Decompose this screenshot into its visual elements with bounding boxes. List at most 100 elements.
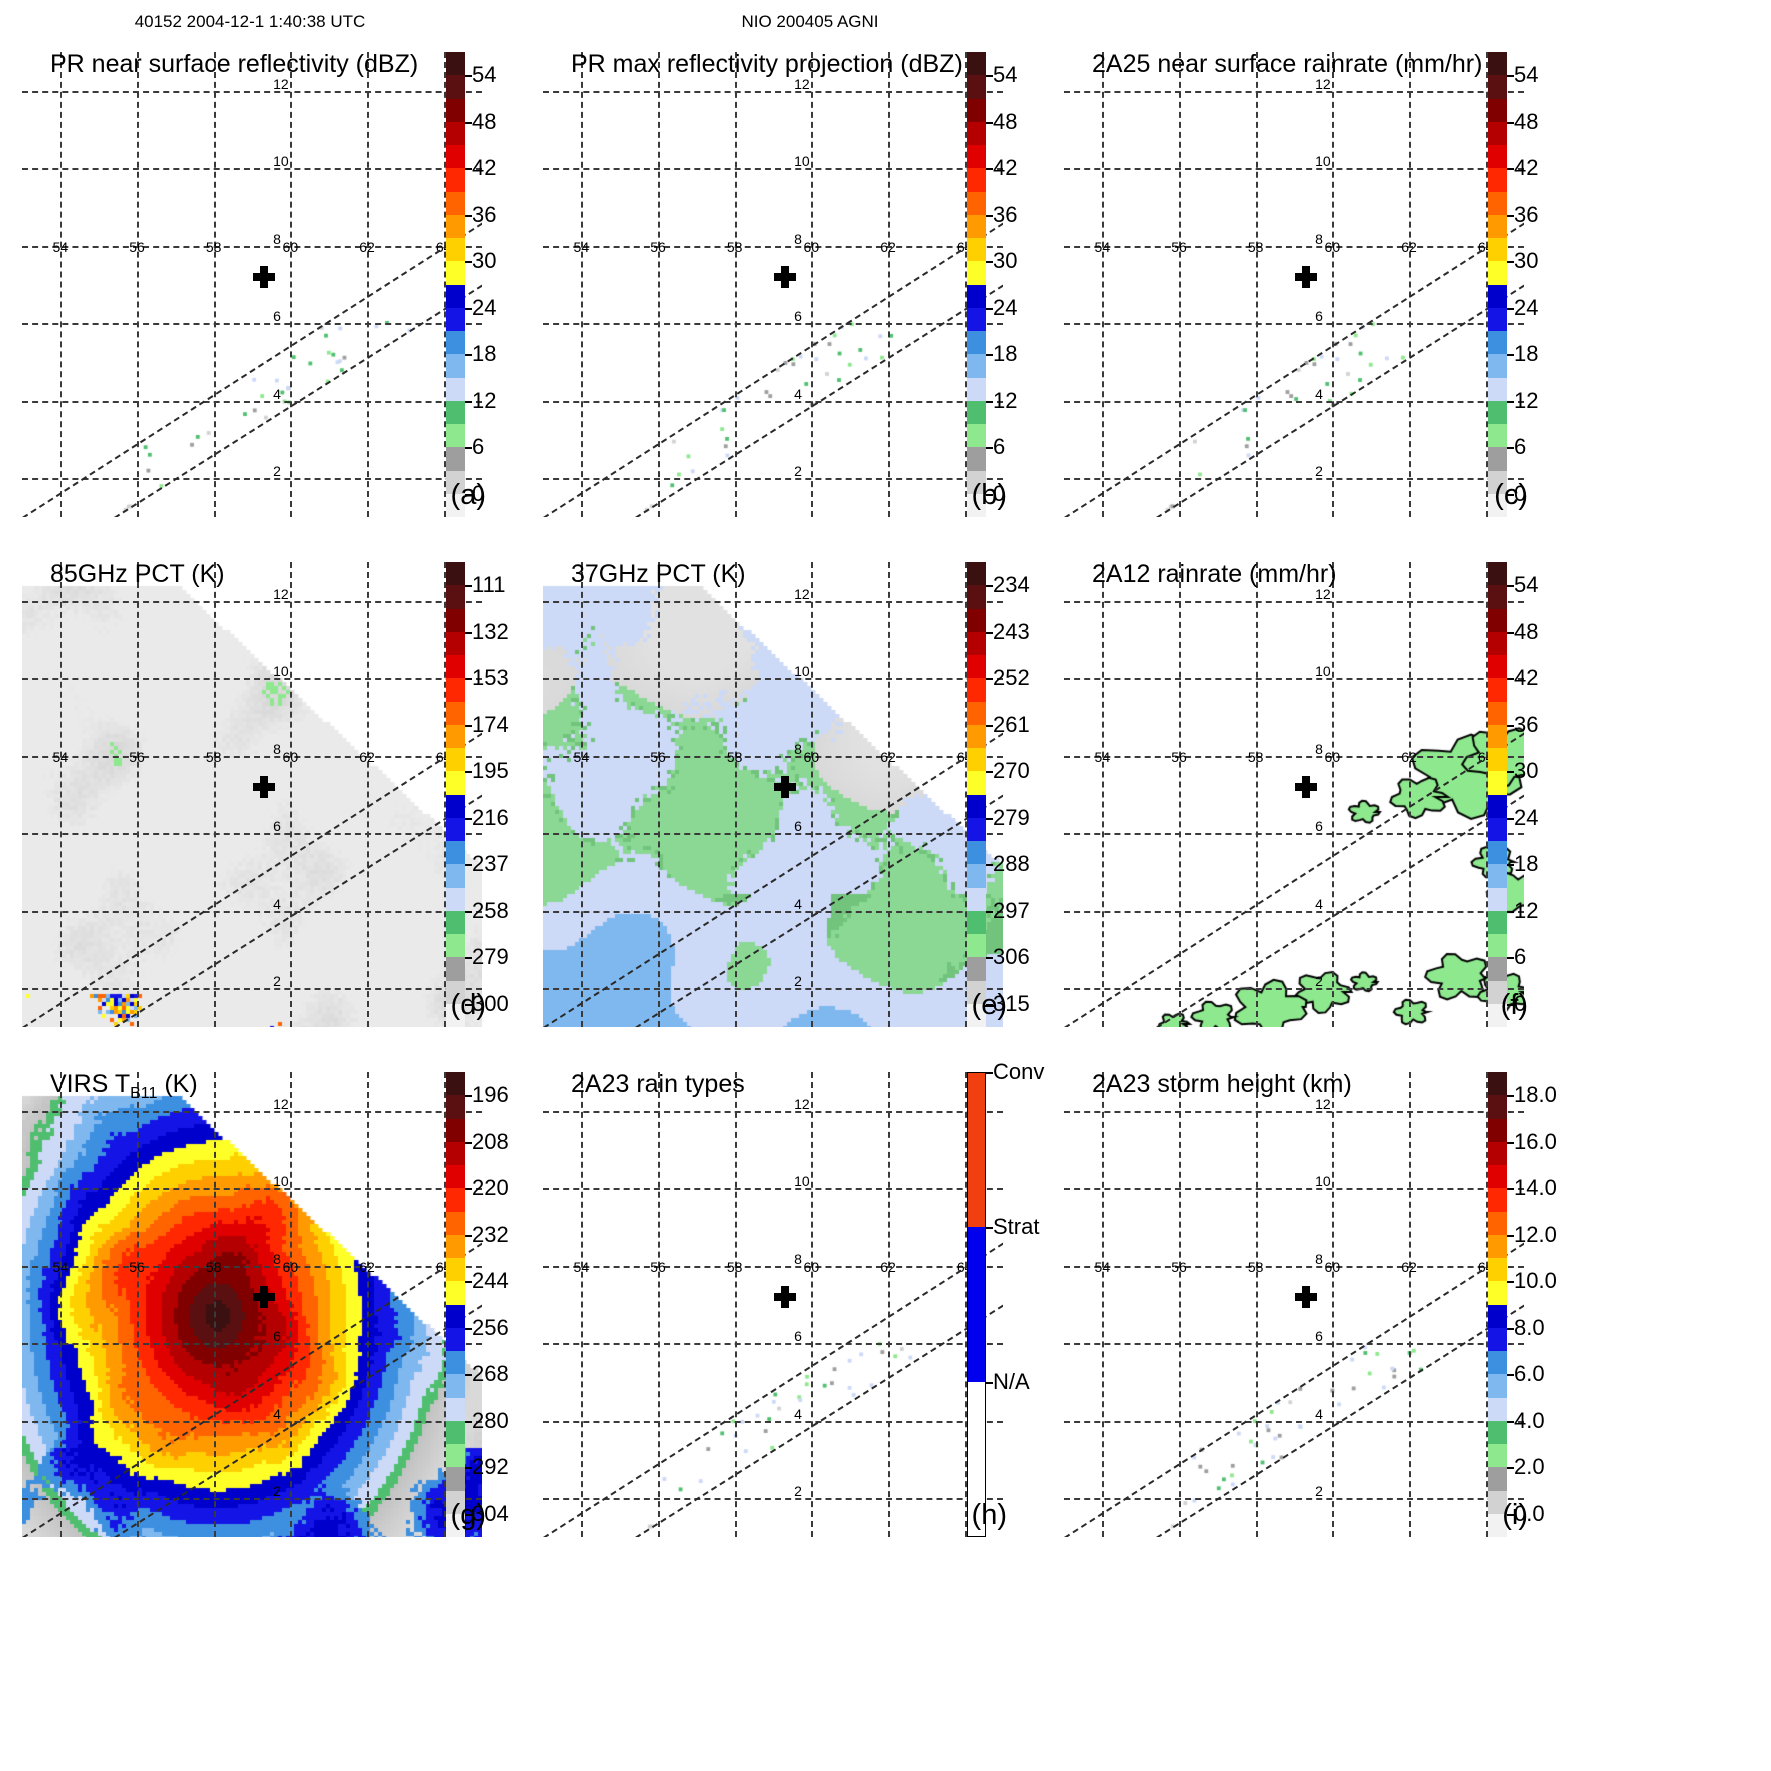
y-tick-label: 10 xyxy=(1315,153,1331,170)
colorbar-tick xyxy=(465,1095,472,1098)
colorbar-label: 280 xyxy=(472,1407,509,1433)
y-tick-label: 4 xyxy=(794,1405,802,1422)
colorbar-tick xyxy=(465,400,472,403)
panel-letter-e: (e) xyxy=(971,989,1007,1021)
y-tick-label: 10 xyxy=(794,663,810,680)
colorbar-label: 315 xyxy=(993,990,1030,1016)
x-tick-label: 54 xyxy=(52,238,69,255)
colorbar-tick xyxy=(986,678,993,681)
colorbar-tick xyxy=(1507,447,1514,450)
gridline-horizontal xyxy=(1064,1498,1524,1501)
colorbar-segment xyxy=(967,631,986,655)
colorbar-segment xyxy=(1488,1188,1507,1212)
x-tick-label: 60 xyxy=(803,238,820,255)
gridline-horizontal xyxy=(543,1420,1003,1423)
colorbar-segment xyxy=(1488,1444,1507,1468)
y-tick-label: 12 xyxy=(1315,585,1331,602)
y-tick-label: 10 xyxy=(273,153,289,170)
colorbar-segment xyxy=(446,1513,465,1537)
colorbar-segment xyxy=(1488,1397,1507,1421)
x-tick-label: 56 xyxy=(129,1258,145,1275)
x-tick-label: 58 xyxy=(1247,238,1264,255)
colorbar-tick xyxy=(1507,678,1514,681)
colorbar-segment xyxy=(1488,447,1507,471)
storm-center-marker xyxy=(773,775,796,798)
y-tick-label: 4 xyxy=(1315,1405,1323,1422)
colorbar-segment xyxy=(1488,864,1507,888)
x-tick-label: 60 xyxy=(1324,238,1341,255)
y-tick-label: 2 xyxy=(273,1483,281,1500)
colorbar-segment xyxy=(1488,794,1507,818)
colorbar-tick xyxy=(1507,864,1514,867)
colorbar-label: 0 xyxy=(1514,480,1527,506)
panel-title-suffix: (K) xyxy=(157,1070,198,1098)
colorbar-label: 48 xyxy=(993,108,1018,134)
gridline-vertical xyxy=(888,52,890,517)
colorbar-tick xyxy=(1507,400,1514,403)
colorbar-d: 300 279 258 237 216 195 174 153 132 111 xyxy=(442,562,542,1027)
colorbar-label: 234 xyxy=(993,572,1030,598)
data-layer-f xyxy=(1064,562,1524,1027)
gridline-vertical xyxy=(811,52,814,517)
colorbar-tick xyxy=(986,214,993,217)
colorbar-label: 6 xyxy=(472,434,485,460)
colorbar-segment xyxy=(446,1281,465,1305)
y-tick-label: 2 xyxy=(794,1483,802,1500)
x-tick-label: 62 xyxy=(880,238,896,255)
colorbar-label: 243 xyxy=(993,618,1030,644)
colorbar-segment xyxy=(967,585,986,609)
colorbar-tick xyxy=(986,864,993,867)
gridline-horizontal xyxy=(543,988,1003,991)
colorbar-g: 304 292 280 268 256 244 232 220 208 196 xyxy=(442,1072,542,1537)
colorbar-tick xyxy=(986,307,993,310)
plot-area-h: 54 56 58 60 62 64 2 4 6 8 10 12 xyxy=(543,1072,1003,1537)
colorbar-tick xyxy=(1507,910,1514,913)
colorbar-segment xyxy=(967,980,986,1004)
colorbar-tick xyxy=(465,1420,472,1423)
colorbar-segment xyxy=(446,1072,465,1096)
colorbar-segment xyxy=(446,910,465,934)
colorbar-segment xyxy=(446,75,465,99)
plot-area-c: 54 56 58 60 62 64 2 4 6 8 10 12 xyxy=(1064,52,1524,517)
y-tick-label: 2 xyxy=(273,973,281,990)
colorbar-label: 18 xyxy=(1514,851,1539,877)
y-tick-label: 10 xyxy=(794,153,810,170)
colorbar-segment xyxy=(1488,75,1507,99)
gridline-horizontal xyxy=(22,168,482,171)
colorbar-a: 0 6 12 18 24 30 36 42 48 54 xyxy=(442,52,542,517)
colorbar-segment xyxy=(968,1381,985,1536)
x-tick-label: 54 xyxy=(573,1258,590,1275)
gridline-horizontal xyxy=(543,1110,1003,1113)
colorbar-segment xyxy=(446,1141,465,1165)
y-tick-label: 10 xyxy=(1315,1173,1331,1190)
gridline-horizontal xyxy=(22,90,482,93)
colorbar-segment xyxy=(446,400,465,424)
colorbar-label: 42 xyxy=(993,155,1018,181)
x-tick-label: 58 xyxy=(205,748,222,765)
gridline-horizontal xyxy=(543,910,1003,913)
x-tick-label: 60 xyxy=(803,748,820,765)
colorbar-tick xyxy=(465,121,472,124)
colorbar-segment xyxy=(1488,493,1507,517)
colorbar-tick xyxy=(465,261,472,264)
colorbar-segment xyxy=(446,1490,465,1514)
colorbar-tick xyxy=(1507,1281,1514,1284)
colorbar-segment xyxy=(446,887,465,911)
gridline-vertical xyxy=(1409,562,1411,1027)
colorbar-tick xyxy=(465,214,472,217)
panel-letter-d: (d) xyxy=(450,989,486,1021)
gridline-vertical xyxy=(1179,562,1181,1027)
colorbar-label: 54 xyxy=(993,62,1018,88)
x-tick-label: 60 xyxy=(1324,1258,1341,1275)
panel-title-subscript: B11 xyxy=(130,1085,158,1102)
colorbar-tick xyxy=(1507,1374,1514,1377)
gridline-vertical xyxy=(581,52,584,517)
gridline-horizontal xyxy=(1064,168,1524,171)
colorbar-label: Conv xyxy=(993,1059,1045,1084)
y-tick-label: 6 xyxy=(794,818,802,835)
colorbar-segment xyxy=(967,887,986,911)
colorbar-label: 195 xyxy=(472,758,509,784)
x-tick-label: 58 xyxy=(726,1258,743,1275)
colorbar-segment xyxy=(1488,1258,1507,1282)
colorbar-label: 18 xyxy=(472,341,497,367)
